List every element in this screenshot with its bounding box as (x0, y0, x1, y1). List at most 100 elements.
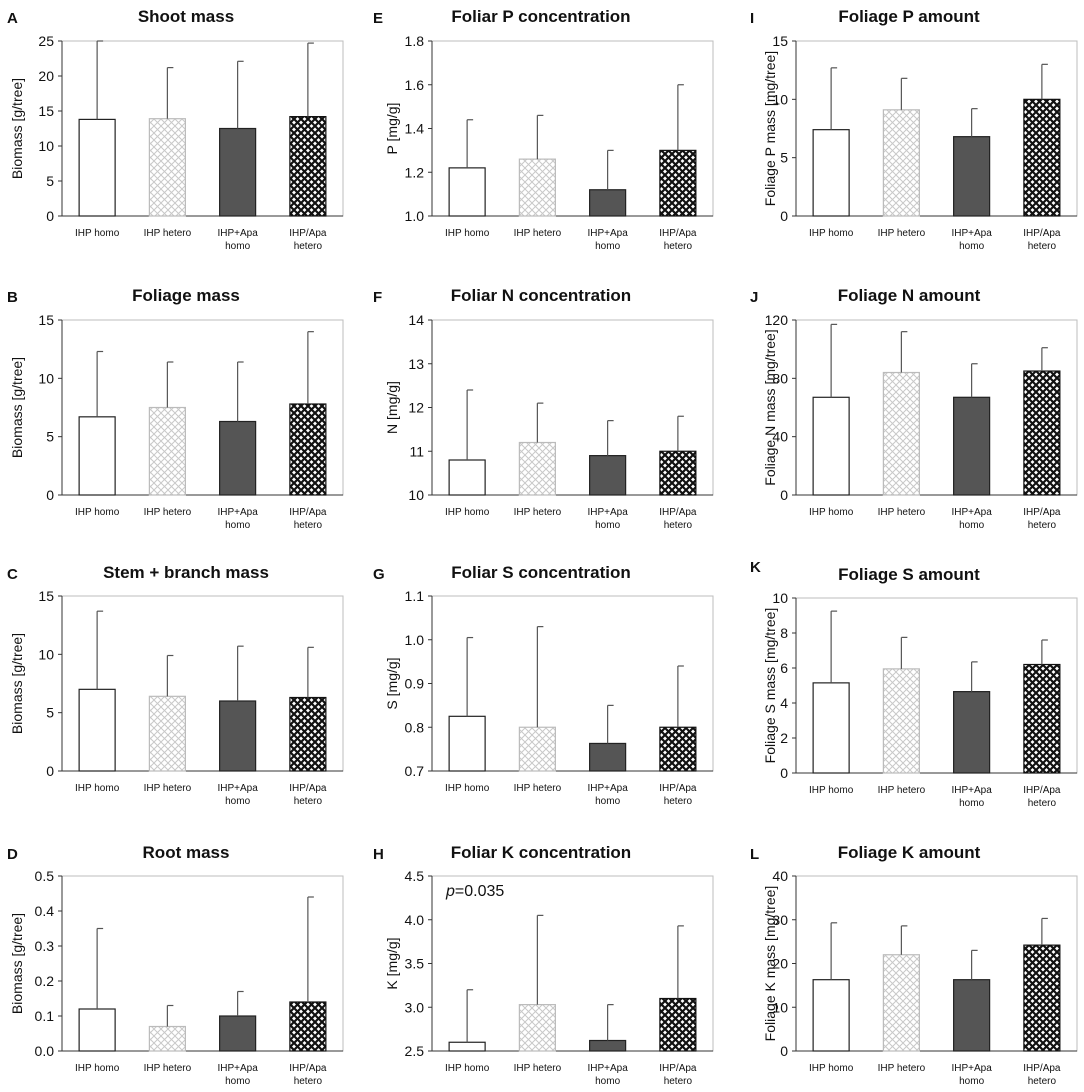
bar (882, 371, 920, 496)
y-tick-label: 0 (780, 1043, 788, 1059)
y-tick-label: 12 (408, 400, 424, 416)
x-tick-label: IHP hetero (878, 1063, 926, 1074)
bar (518, 1004, 556, 1052)
x-tick-label: IHP homo (445, 507, 490, 518)
bar (219, 127, 257, 217)
bar (812, 682, 850, 774)
panel-letter: E (373, 10, 383, 27)
y-axis-label: Foliage P mass [mg/tree] (762, 51, 778, 206)
x-tick-label: hetero (1028, 241, 1057, 252)
y-tick-label: 2 (780, 730, 788, 746)
panel-letter: C (7, 566, 18, 583)
x-tick-label: homo (595, 520, 620, 531)
x-tick-label: IHP homo (809, 228, 854, 239)
bar (289, 1001, 327, 1052)
y-tick-label: 6 (780, 660, 788, 676)
bar (78, 416, 116, 496)
y-axis-label: Biomass [g/tree] (9, 633, 25, 734)
bar (148, 695, 186, 772)
x-tick-label: hetero (1028, 798, 1057, 809)
x-tick-label: IHP+Apa (217, 228, 258, 239)
y-tick-label: 15 (38, 312, 54, 328)
x-tick-label: hetero (294, 241, 323, 252)
x-tick-label: IHP homo (445, 783, 490, 794)
x-tick-label: hetero (294, 796, 323, 807)
y-tick-label: 0.7 (405, 763, 425, 779)
y-tick-label: 0.8 (405, 719, 425, 735)
x-tick-label: IHP homo (75, 783, 120, 794)
y-axis-label: Biomass [g/tree] (9, 913, 25, 1014)
panel-title: Shoot mass (138, 7, 234, 26)
panel-l: L Foliage K amount 0 10 20 30 40 Foliage K mass… (750, 843, 1078, 1087)
y-tick-label: 20 (772, 956, 788, 972)
x-tick-label: IHP hetero (878, 785, 926, 796)
panel-d: D Root mass 0.0 0.1 0.2 0.3 0.4 0.5 Biomass [g/t… (7, 843, 344, 1087)
y-tick-label: 0 (780, 765, 788, 781)
x-tick-label: homo (959, 1076, 984, 1087)
panel-i: I Foliage P amount 0 5 10 15 Foliage P mass [m… (750, 7, 1078, 252)
bar (882, 954, 920, 1052)
panel-b: B Foliage mass 0 5 10 15 Biomass [g/tree] IHP h… (7, 286, 344, 531)
panel-a: A Shoot mass 0 5 10 15 20 25 Biomass [g/tree] IHP… (7, 7, 344, 252)
y-tick-label: 0.0 (35, 1043, 55, 1059)
bar (78, 118, 116, 217)
y-tick-label: 8 (780, 625, 788, 641)
x-tick-label: IHP+Apa (587, 783, 628, 794)
panel-letter: F (373, 289, 382, 306)
x-tick-label: IHP+Apa (951, 507, 992, 518)
bar (148, 1025, 186, 1052)
y-tick-label: 30 (772, 912, 788, 928)
y-axis-label: Foliage N mass [mg/tree] (762, 329, 778, 485)
y-tick-label: 40 (772, 868, 788, 884)
panel-e: E Foliar P concentration 1.0 1.2 1.4 1.6 1.8 P … (373, 7, 714, 252)
x-tick-label: IHP hetero (878, 507, 926, 518)
x-tick-label: homo (959, 241, 984, 252)
bar (289, 403, 327, 496)
y-axis-label: N [mg/g] (384, 381, 400, 434)
x-tick-label: hetero (664, 1076, 693, 1087)
p-symbol: p (445, 883, 455, 900)
y-axis-label: S [mg/g] (384, 657, 400, 709)
panel-title: Foliar K concentration (451, 843, 631, 862)
y-tick-label: 5 (46, 173, 54, 189)
y-tick-label: 0 (46, 208, 54, 224)
panel-letter: L (750, 846, 759, 863)
x-tick-label: IHP hetero (514, 783, 562, 794)
panel-letter: J (750, 289, 758, 306)
x-tick-label: IHP/Apa (289, 507, 327, 518)
x-tick-label: IHP+Apa (587, 507, 628, 518)
y-tick-label: 0.4 (35, 903, 55, 919)
panel-letter: H (373, 846, 384, 863)
y-tick-label: 0 (46, 763, 54, 779)
bar (219, 1015, 257, 1052)
x-tick-label: homo (225, 520, 250, 531)
bar (953, 691, 991, 774)
x-tick-label: hetero (1028, 520, 1057, 531)
x-tick-label: hetero (294, 1076, 323, 1087)
y-tick-label: 1.6 (405, 77, 425, 93)
y-tick-label: 40 (772, 429, 788, 445)
x-tick-label: IHP homo (809, 507, 854, 518)
bar (953, 979, 991, 1052)
y-tick-label: 4 (780, 695, 788, 711)
x-tick-label: IHP+Apa (951, 228, 992, 239)
bar (589, 742, 627, 772)
bar (448, 715, 486, 772)
bar (518, 158, 556, 217)
x-tick-label: IHP/Apa (659, 507, 697, 518)
panel-letter: B (7, 289, 18, 306)
y-axis-label: Foliage K mass [mg/tree] (762, 886, 778, 1042)
bar (148, 406, 186, 496)
y-tick-label: 5 (780, 150, 788, 166)
bar (882, 668, 920, 774)
bar (659, 450, 697, 496)
y-tick-label: 1.0 (405, 208, 425, 224)
bar (1023, 663, 1061, 774)
x-tick-label: IHP/Apa (659, 228, 697, 239)
bar (219, 700, 257, 772)
x-tick-label: IHP/Apa (659, 1063, 697, 1074)
panel-title: Root mass (143, 843, 230, 862)
y-tick-label: 10 (38, 370, 54, 386)
bar (78, 688, 116, 772)
x-tick-label: IHP+Apa (217, 1063, 258, 1074)
